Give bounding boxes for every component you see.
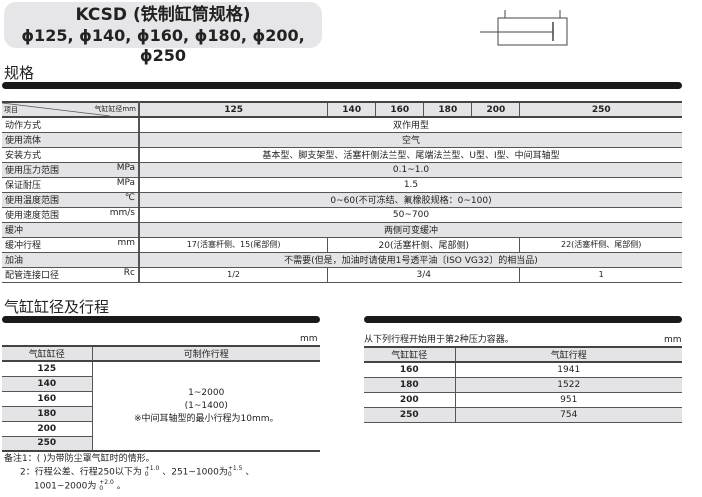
spec-table: 项目 气缸缸径mm 125 140 160 180 200 250 动作方式 双作…: [2, 101, 682, 283]
bore-cell: 160: [2, 391, 93, 407]
vessel-row: 250 754: [364, 407, 682, 423]
spec-row: 保证耐压 MPa 1.5: [2, 177, 682, 193]
vessel-row: 160 1941: [364, 362, 682, 378]
vessel-table: 气缸缸径 气缸行程 160 1941 180 1522 200 951 250 754: [364, 346, 682, 423]
bore-cell: 125: [2, 361, 93, 377]
row-value: 1/2: [139, 267, 329, 283]
col-bore: 气缸缸径: [2, 345, 93, 362]
section-divider: [364, 316, 682, 323]
spec-header-row: 项目 气缸缸径mm 125 140 160 180 200 250: [2, 101, 682, 118]
bore-cell: 180: [364, 377, 456, 393]
row-value: 20(活塞杆侧、尾部侧): [327, 237, 521, 253]
spec-row: 动作方式 双作用型: [2, 117, 682, 133]
vessel-caption: 从下列行程开始用于第2种压力容器。: [364, 335, 514, 345]
subtitle-bores: ϕ125, ϕ140, ϕ160, ϕ180, ϕ200, ϕ250: [21, 26, 305, 65]
stroke-cell: 1522: [455, 377, 682, 393]
stroke-cell: 754: [455, 407, 682, 423]
spec-row: 使用温度范围 ℃ 0~60(不可冻结、氟橡胶规格：0~100): [2, 192, 682, 208]
row-value: 22(活塞杆侧、尾部侧): [519, 237, 682, 253]
title-box: KCSD (铁制缸筒规格) ϕ125, ϕ140, ϕ160, ϕ180, ϕ2…: [4, 2, 322, 65]
row-label: 保证耐压 MPa: [2, 177, 140, 193]
spec-row: 使用速度范围 mm/s 50~700: [2, 207, 682, 223]
spec-row: 加油 不需要(但是，加油时请使用1号透平油〔ISO VG32〕的相当品): [2, 252, 682, 268]
spec-row: 缓冲行程 mm 17(活塞杆侧、15(尾部侧) 20(活塞杆侧、尾部侧) 22(活塞杆侧…: [2, 237, 682, 253]
stroke-heading: 气缸缸径及行程: [4, 298, 110, 316]
spec-row: 使用流体 空气: [2, 132, 682, 148]
vessel-row: 180 1522: [364, 377, 682, 393]
bore-header: 250: [519, 101, 682, 118]
spec-heading: 规格: [4, 64, 35, 82]
col-stroke: 气缸行程: [455, 346, 682, 363]
note-3: 1001~2000为 +2.0 0 。: [34, 478, 126, 492]
stroke-unit: mm: [300, 334, 318, 344]
note-1: 备注1：( )为带防尘罩气缸时的情形。: [4, 454, 155, 464]
row-label: 使用温度范围 ℃: [2, 192, 140, 208]
bore-cell: 180: [2, 406, 93, 422]
corner-item: 项目: [4, 106, 18, 114]
corner-bore: 气缸缸径mm: [94, 105, 136, 113]
vessel-unit: mm: [664, 335, 682, 345]
range: 1~2000: [188, 387, 225, 398]
row-label: 缓冲行程 mm: [2, 237, 140, 253]
row-label: 使用速度范围 mm/s: [2, 207, 140, 223]
row-label: 安装方式: [2, 147, 140, 163]
row-label: 配管连接口径 Rc: [2, 267, 140, 283]
stroke-range-cell: 1~2000 (1~1400) ※中间耳轴型的最小行程为10mm。: [92, 361, 320, 452]
row-value: 不需要(但是，加油时请使用1号透平油〔ISO VG32〕的相当品): [139, 252, 682, 268]
col-stroke: 可制作行程: [92, 345, 320, 362]
row-value: 50~700: [139, 207, 682, 223]
section-divider: [2, 82, 682, 89]
spec-row: 安装方式 基本型、脚支架型、活塞杆侧法兰型、尾端法兰型、U型、I型、中间耳轴型: [2, 147, 682, 163]
notes: 备注1：( )为带防尘罩气缸时的情形。 2：行程公差、行程250以下为 +1.0…: [4, 453, 254, 493]
stroke-table: 气缸缸径 可制作行程 125 1~2000 (1~1400) ※中间耳轴型的最小行程为…: [2, 345, 320, 452]
row-value: 0~60(不可冻结、氟橡胶规格：0~100): [139, 192, 682, 208]
note-2: 2：行程公差、行程250以下为 +1.0 0 、251~1000为 +1.5 0 、: [20, 465, 255, 478]
bore-header: 160: [375, 101, 425, 118]
spec-row: 使用压力范围 MPa 0.1~1.0: [2, 162, 682, 178]
row-value: 3/4: [327, 267, 521, 283]
row-value: 两侧可变缓冲: [139, 222, 682, 238]
title: KCSD (铁制缸筒规格): [75, 5, 251, 25]
row-value: 双作用型: [139, 117, 682, 133]
row-label: 加油: [2, 252, 140, 268]
spec-row: 配管连接口径 Rc 1/2 3/4 1: [2, 267, 682, 283]
section-divider: [2, 316, 320, 323]
row-label: 使用压力范围 MPa: [2, 162, 140, 178]
row-value: 空气: [139, 132, 682, 148]
double-acting-cylinder-symbol: [480, 10, 568, 46]
bore-cell: 200: [2, 421, 93, 437]
range-boot: (1~1400): [184, 400, 228, 411]
row-label: 动作方式: [2, 117, 140, 133]
bore-cell: 160: [364, 362, 456, 378]
range-note: ※中间耳轴型的最小行程为10mm。: [133, 413, 279, 424]
col-bore: 气缸缸径: [364, 346, 456, 363]
bore-cell: 140: [2, 376, 93, 392]
row-value: 1.5: [139, 177, 682, 193]
bore-header: 200: [471, 101, 521, 118]
row-value: 基本型、脚支架型、活塞杆侧法兰型、尾端法兰型、U型、I型、中间耳轴型: [139, 147, 682, 163]
stroke-cell: 1941: [455, 362, 682, 378]
row-value: 17(活塞杆侧、15(尾部侧): [139, 237, 329, 253]
row-label: 缓冲: [2, 222, 140, 238]
vessel-row: 200 951: [364, 392, 682, 408]
bore-cell: 250: [2, 436, 93, 452]
row-value: 0.1~1.0: [139, 162, 682, 178]
spec-row: 缓冲 两侧可变缓冲: [2, 222, 682, 238]
row-label: 使用流体: [2, 132, 140, 148]
bore-header: 125: [139, 101, 329, 118]
row-value: 1: [519, 267, 682, 283]
stroke-cell: 951: [455, 392, 682, 408]
bore-header: 180: [423, 101, 473, 118]
bore-header: 140: [327, 101, 377, 118]
bore-cell: 200: [364, 392, 456, 408]
bore-cell: 250: [364, 407, 456, 423]
